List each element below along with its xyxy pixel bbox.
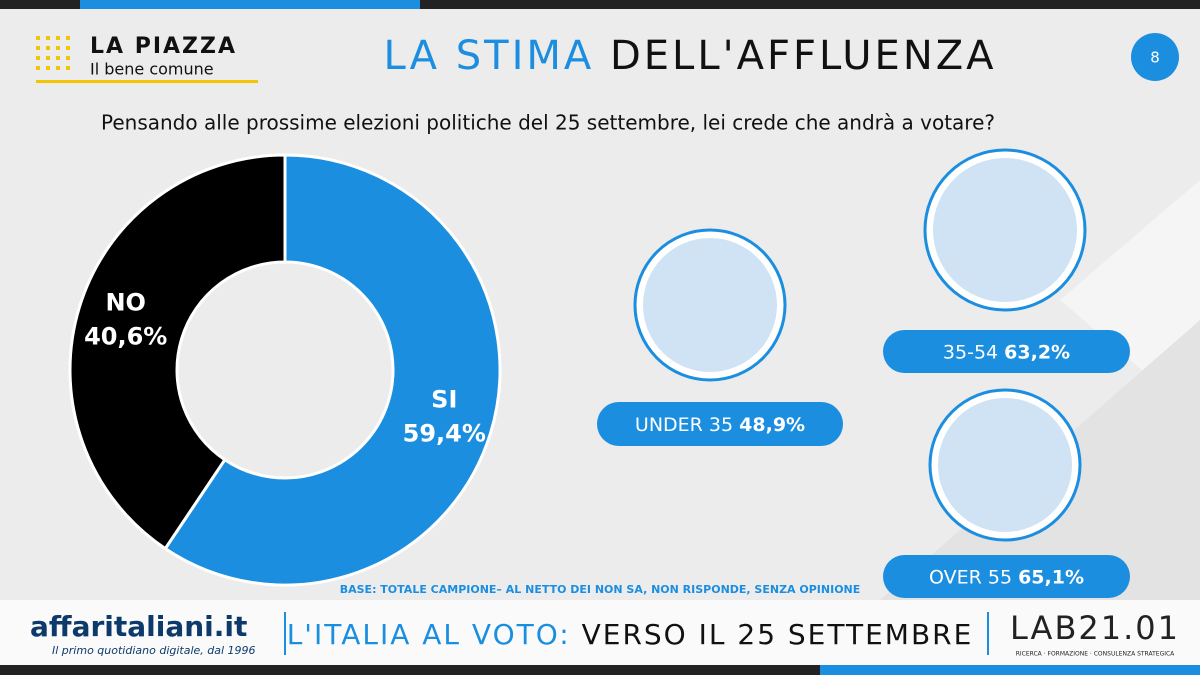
top-bar-accent (80, 0, 420, 9)
photo (938, 398, 1072, 532)
title-highlight: LA STIMA (383, 33, 594, 79)
lab: LAB21.01 (1010, 609, 1180, 647)
donut-chart: SI 59,4% NO 40,6% (68, 153, 502, 587)
lab-tagline: RICERCA · FORMAZIONE · CONSULENZA STRATE… (1016, 651, 1175, 658)
age-pill (883, 555, 1130, 598)
age-group: UNDER 35 (635, 414, 733, 436)
age-value: 48,9% (739, 414, 805, 436)
age-group: 35-54 (943, 341, 998, 363)
segment-value: 40,6% (84, 323, 167, 351)
segment-label: SI (431, 385, 457, 413)
age-value: 65,1% (1018, 566, 1084, 588)
campaign-highlight: L'ITALIA AL VOTO: (287, 618, 571, 651)
segment-label: NO (105, 289, 146, 317)
photo (933, 158, 1077, 302)
bottom-bar-accent (820, 665, 1200, 675)
donut-segment (163, 153, 502, 587)
base-note: BASE: TOTALE CAMPIONE– AL NETTO DEI NON … (340, 583, 861, 596)
page-number: 8 (1150, 49, 1160, 67)
age-pill (883, 330, 1130, 373)
bottom-bar (0, 665, 1200, 675)
age-label: UNDER 35 48,9% (635, 414, 805, 436)
logo-dots (36, 36, 70, 70)
age-group: OVER 55 (929, 566, 1012, 588)
title: LA STIMA DELL'AFFLUENZA (383, 33, 996, 79)
page-badge (1131, 33, 1179, 81)
age-pill (597, 402, 843, 446)
publisher-tagline: Il primo quotidiano digitale, dal 1996 (52, 644, 256, 657)
footer (0, 600, 1200, 665)
photo (643, 238, 777, 372)
segment-value: 59,4% (403, 419, 486, 447)
title-rest: DELL'AFFLUENZA (610, 33, 997, 79)
age-label: OVER 55 65,1% (929, 566, 1084, 588)
age-value: 63,2% (1004, 341, 1070, 363)
question: Pensando alle prossime elezioni politich… (101, 111, 995, 135)
campaign-rest: VERSO IL 25 SETTEMBRE (582, 618, 974, 651)
brand-underline (36, 80, 258, 83)
age-groups: UNDER 35 48,9% 35-54 63,2% OVER 55 65,1% (597, 148, 1130, 598)
donut-segment (68, 153, 287, 551)
publisher: affaritaliani.it (30, 610, 247, 643)
age-label: 35-54 63,2% (943, 341, 1070, 363)
brand: LA PIAZZA (90, 34, 237, 59)
brand-tagline: Il bene comune (90, 60, 214, 79)
top-bar (0, 0, 1200, 9)
campaign: L'ITALIA AL VOTO: VERSO IL 25 SETTEMBRE (287, 618, 974, 651)
